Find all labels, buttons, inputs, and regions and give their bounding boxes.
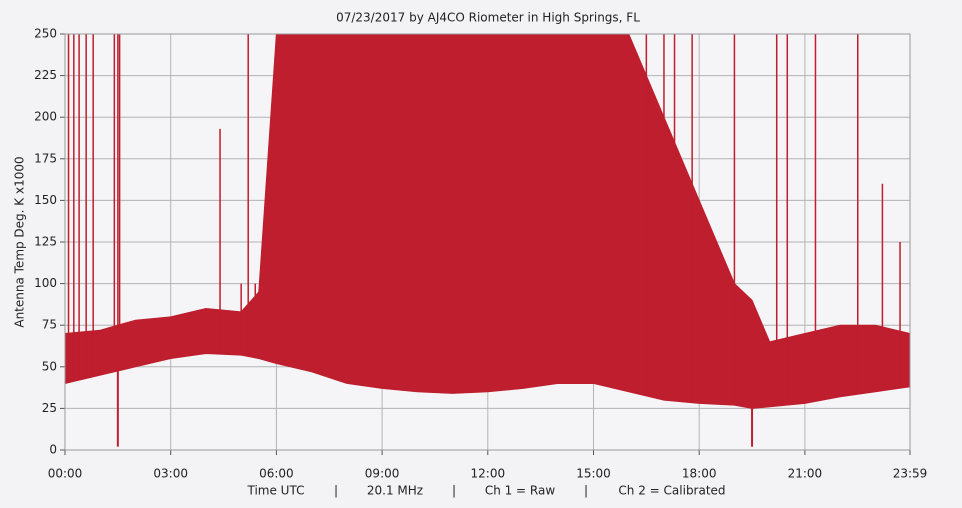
y-tick-label: 200 <box>34 110 57 124</box>
x-tick-label: 06:00 <box>259 467 294 481</box>
y-axis-label: Antenna Temp Deg. K x1000 <box>13 156 27 327</box>
y-tick-label: 100 <box>34 276 57 290</box>
x-tick-label: 18:00 <box>682 467 717 481</box>
footer-text: 20.1 MHz <box>367 484 423 498</box>
y-tick-label: 25 <box>42 401 57 415</box>
x-tick-label: 00:00 <box>48 467 83 481</box>
y-tick-label: 150 <box>34 193 57 207</box>
y-tick-label: 75 <box>42 318 57 332</box>
footer-text: | <box>584 484 588 498</box>
x-tick-label: 15:00 <box>576 467 611 481</box>
x-tick-label: 09:00 <box>365 467 400 481</box>
y-tick-label: 225 <box>34 68 57 82</box>
footer-text: | <box>334 484 338 498</box>
footer-text: Ch 1 = Raw <box>485 484 556 498</box>
y-tick-label: 125 <box>34 235 57 249</box>
footer-text: Time UTC <box>247 484 305 498</box>
y-tick-label: 0 <box>49 443 57 457</box>
x-tick-label: 03:00 <box>153 467 188 481</box>
x-tick-label: 12:00 <box>471 467 506 481</box>
y-tick-label: 250 <box>34 27 57 41</box>
chart-title: 07/23/2017 by AJ4CO Riometer in High Spr… <box>336 11 640 25</box>
x-tick-label: 23:59 <box>893 467 928 481</box>
plot-border <box>64 33 911 451</box>
footer-text: | <box>452 484 456 498</box>
footer-text: Ch 2 = Calibrated <box>618 484 725 498</box>
y-tick-label: 50 <box>42 359 57 373</box>
x-tick-label: 21:00 <box>788 467 823 481</box>
y-tick-label: 175 <box>34 151 57 165</box>
